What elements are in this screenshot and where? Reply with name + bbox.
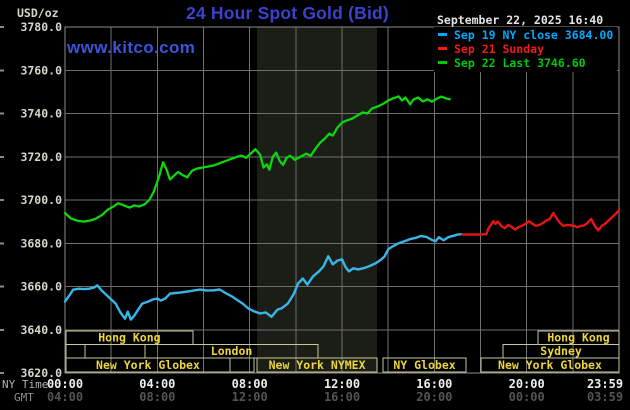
series-line-sep-19 bbox=[63, 232, 464, 321]
x-tick-label-ny: 00:00 bbox=[47, 377, 83, 391]
session-label: New York Globex bbox=[498, 358, 602, 372]
gmt-row-label: GMT bbox=[14, 391, 34, 404]
legend-dash-icon bbox=[438, 47, 447, 50]
session-box bbox=[229, 357, 255, 373]
session-label: London bbox=[211, 344, 253, 358]
y-tick-label: 3780.0 bbox=[20, 20, 62, 34]
session-label: New York NYMEX bbox=[269, 358, 366, 372]
chart-legend: Sep 19 NY close 3684.00 Sep 21 Sunday Se… bbox=[434, 27, 618, 72]
legend-label: Sep 22 Last 3746.60 bbox=[454, 56, 586, 70]
y-tick-label: 3740.0 bbox=[20, 107, 62, 121]
y-tick-label: 3660.0 bbox=[20, 280, 62, 294]
y-tick-label: 3700.0 bbox=[20, 193, 62, 207]
session-label: Hong Kong bbox=[547, 331, 609, 345]
legend-label: Sep 19 NY close 3684.00 bbox=[454, 28, 614, 42]
series-line-sep-22 bbox=[63, 95, 451, 223]
x-tick-label-gmt: 00:00 bbox=[509, 390, 545, 404]
y-tick-label: 3680.0 bbox=[20, 236, 62, 250]
plot-border bbox=[64, 26, 620, 374]
x-tick-label-ny: 16:00 bbox=[416, 377, 452, 391]
y-axis-unit-label: USD/oz bbox=[17, 6, 59, 20]
page-title: 24 Hour Spot Gold (Bid) bbox=[186, 3, 389, 23]
ny-time-row-label: NY Time bbox=[2, 378, 48, 391]
y-tick-label: 3620.0 bbox=[20, 366, 62, 380]
x-tick-label-gmt: 12:00 bbox=[232, 390, 268, 404]
chart-datetime: September 22, 2025 16:40 bbox=[437, 13, 604, 27]
x-tick-label-gmt: 03:59 bbox=[587, 390, 623, 404]
x-tick-label-gmt: 20:00 bbox=[416, 390, 452, 404]
x-tick-label-gmt: 04:00 bbox=[47, 390, 83, 404]
x-tick-label-ny: 04:00 bbox=[139, 377, 175, 391]
legend-item-sep19: Sep 19 NY close 3684.00 bbox=[438, 28, 613, 42]
x-tick-label-ny: 23:59 bbox=[587, 377, 623, 391]
session-label: Hong Kong bbox=[98, 331, 160, 345]
session-box bbox=[65, 344, 86, 359]
x-tick-label-ny: 12:00 bbox=[324, 377, 360, 391]
session-label: New York Globex bbox=[96, 358, 200, 372]
x-tick-label-ny: 20:00 bbox=[509, 377, 545, 391]
legend-item-sep22: Sep 22 Last 3746.60 bbox=[438, 56, 613, 70]
session-label: Sydney bbox=[540, 344, 582, 358]
legend-dash-icon bbox=[438, 61, 447, 64]
session-label: NY Globex bbox=[393, 358, 455, 372]
kitco-watermark: www.kitco.com bbox=[67, 38, 196, 57]
y-tick-label: 3640.0 bbox=[20, 323, 62, 337]
session-box bbox=[84, 344, 146, 359]
session-box bbox=[480, 357, 620, 373]
x-tick-label-ny: 08:00 bbox=[232, 377, 268, 391]
legend-dash-icon bbox=[438, 33, 447, 36]
legend-label: Sep 21 Sunday bbox=[454, 42, 545, 56]
x-tick-label-gmt: 16:00 bbox=[324, 390, 360, 404]
y-tick-label: 3720.0 bbox=[20, 150, 62, 164]
y-tick-label: 3760.0 bbox=[20, 63, 62, 77]
session-box bbox=[256, 357, 378, 373]
x-tick-label-gmt: 08:00 bbox=[139, 390, 175, 404]
session-box bbox=[382, 357, 467, 373]
legend-item-sep21: Sep 21 Sunday bbox=[438, 42, 613, 56]
series-line-sep-21 bbox=[460, 208, 621, 236]
